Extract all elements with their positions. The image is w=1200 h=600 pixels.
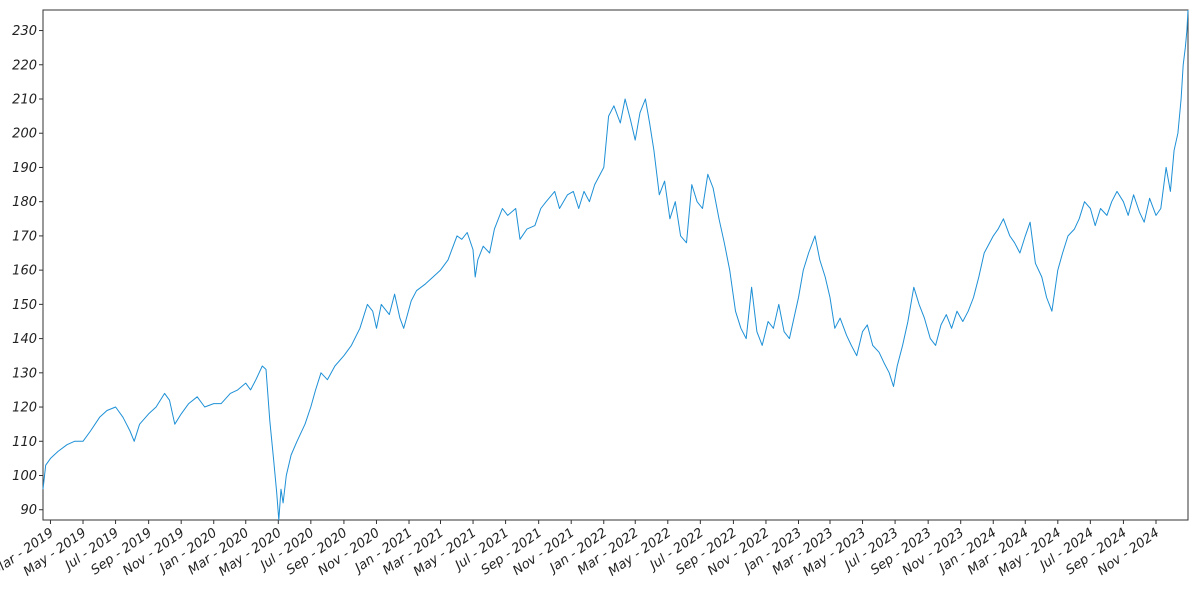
y-tick-label: 140 bbox=[12, 332, 37, 347]
y-tick-label: 230 bbox=[12, 24, 37, 39]
y-tick-label: 210 bbox=[12, 92, 37, 107]
series-line-1 bbox=[42, 9, 1189, 521]
y-tick-label: 170 bbox=[12, 229, 37, 244]
y-tick-label: 190 bbox=[12, 161, 37, 176]
y-tick-label: 120 bbox=[12, 401, 37, 416]
y-tick-label: 180 bbox=[12, 195, 37, 210]
y-tick-label: 220 bbox=[12, 58, 37, 73]
y-tick-label: 100 bbox=[12, 469, 37, 484]
y-tick-label: 160 bbox=[12, 264, 37, 279]
y-tick-label: 130 bbox=[12, 366, 37, 381]
y-tick-label: 110 bbox=[12, 435, 37, 450]
y-tick-label: 90 bbox=[20, 503, 37, 518]
y-tick-label: 200 bbox=[12, 127, 37, 142]
plot-frame bbox=[42, 9, 1189, 521]
plot-area bbox=[42, 9, 1189, 521]
y-axis: 90 100 110 120 130 140 150 160 170 180 190 200 210 22… bbox=[12, 24, 43, 518]
y-tick-label: 150 bbox=[12, 298, 37, 313]
